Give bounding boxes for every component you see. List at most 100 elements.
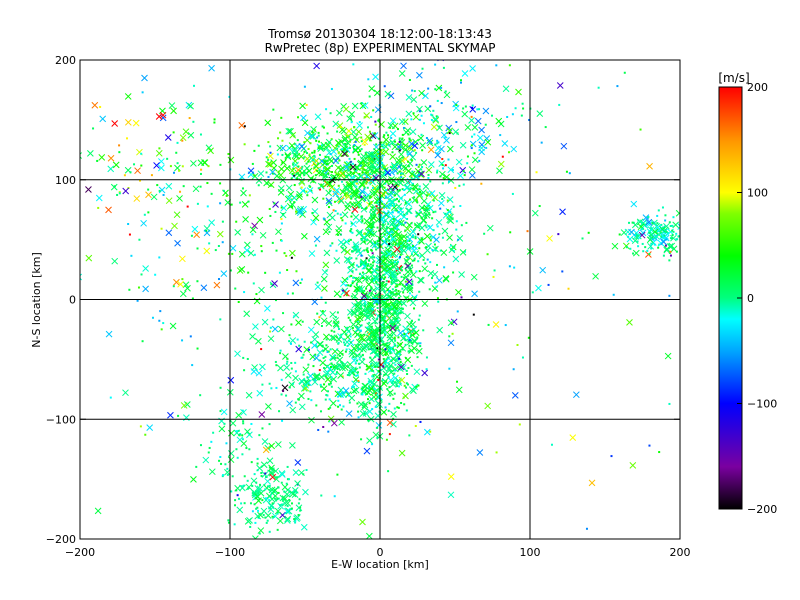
data-point-dot bbox=[362, 357, 365, 360]
data-point-x bbox=[406, 221, 413, 229]
data-point-dot bbox=[618, 233, 621, 236]
data-point-dot bbox=[377, 370, 380, 373]
data-point-dot bbox=[363, 143, 366, 146]
data-point-dot bbox=[348, 275, 351, 278]
data-point-dot bbox=[275, 249, 278, 252]
data-point-dot bbox=[386, 342, 389, 345]
data-point-x bbox=[269, 168, 276, 176]
data-point-dot bbox=[360, 307, 363, 310]
data-point-dot bbox=[377, 213, 380, 216]
data-point-x bbox=[94, 507, 102, 515]
data-point-dot bbox=[372, 369, 375, 372]
data-point-x bbox=[406, 284, 414, 291]
data-point-dot bbox=[341, 190, 344, 193]
data-point-dot bbox=[360, 148, 363, 151]
data-point-dot bbox=[664, 214, 667, 217]
data-point-dot bbox=[242, 484, 245, 487]
data-point-dot bbox=[368, 402, 371, 405]
data-point-x bbox=[385, 230, 393, 237]
data-point-dot bbox=[280, 481, 283, 484]
data-point-x bbox=[277, 189, 285, 196]
data-point-x bbox=[124, 118, 132, 126]
data-point-dot bbox=[222, 189, 225, 192]
data-point-dot bbox=[612, 293, 615, 296]
data-point-dot bbox=[439, 249, 442, 252]
data-point-x bbox=[176, 195, 183, 202]
data-point-x bbox=[647, 226, 655, 233]
data-point-dot bbox=[366, 247, 369, 250]
data-point-dot bbox=[514, 107, 517, 110]
data-point-x bbox=[309, 156, 317, 164]
data-point-x bbox=[653, 233, 661, 240]
data-point-x bbox=[227, 450, 235, 457]
data-point-dot bbox=[128, 233, 131, 236]
data-point-dot bbox=[473, 133, 476, 136]
data-point-x bbox=[246, 431, 253, 439]
data-point-dot bbox=[393, 337, 396, 340]
data-point-dot bbox=[394, 311, 397, 314]
data-point-dot bbox=[286, 360, 289, 363]
data-point-x bbox=[150, 193, 158, 201]
data-point-dot bbox=[397, 406, 400, 409]
data-point-dot bbox=[480, 182, 483, 185]
data-point-x bbox=[663, 222, 670, 230]
data-point-x bbox=[398, 376, 406, 384]
data-point-dot bbox=[243, 369, 246, 372]
data-point-x bbox=[393, 245, 401, 253]
data-point-x bbox=[348, 261, 355, 269]
data-point-x bbox=[396, 341, 404, 349]
data-point-x bbox=[133, 195, 141, 202]
data-point-dot bbox=[403, 384, 406, 387]
data-point-dot bbox=[219, 202, 222, 205]
data-point-dot bbox=[324, 375, 327, 378]
data-point-dot bbox=[414, 425, 417, 428]
data-point-x bbox=[389, 235, 397, 243]
data-point-dot bbox=[172, 171, 175, 174]
data-point-dot bbox=[675, 250, 678, 253]
data-point-dot bbox=[383, 85, 386, 88]
data-point-dot bbox=[662, 226, 665, 229]
data-point-dot bbox=[431, 248, 434, 251]
data-point-dot bbox=[280, 116, 283, 119]
data-point-dot bbox=[429, 239, 432, 242]
data-point-x bbox=[409, 228, 417, 236]
data-point-x bbox=[391, 162, 398, 170]
data-point-dot bbox=[352, 63, 355, 66]
data-point-dot bbox=[379, 148, 382, 151]
data-point-x bbox=[468, 116, 475, 124]
data-point-dot bbox=[357, 416, 360, 419]
data-point-dot bbox=[178, 169, 181, 172]
data-point-dot bbox=[341, 362, 344, 365]
data-point-x bbox=[397, 234, 405, 242]
data-point-x bbox=[374, 285, 381, 292]
data-point-dot bbox=[193, 84, 196, 87]
data-point-dot bbox=[413, 90, 416, 93]
data-point-dot bbox=[257, 144, 260, 147]
data-point-dot bbox=[287, 156, 290, 159]
data-point-x bbox=[393, 224, 401, 231]
data-point-x bbox=[631, 237, 639, 245]
data-point-dot bbox=[373, 279, 376, 282]
data-point-dot bbox=[290, 367, 293, 370]
data-point-dot bbox=[557, 233, 560, 236]
data-point-dot bbox=[359, 164, 362, 167]
data-point-dot bbox=[370, 248, 373, 251]
data-point-dot bbox=[109, 396, 112, 399]
data-point-dot bbox=[495, 64, 498, 67]
data-point-dot bbox=[199, 133, 202, 136]
data-point-x bbox=[179, 255, 186, 263]
data-point-x bbox=[362, 275, 369, 282]
data-point-dot bbox=[368, 259, 371, 262]
data-point-x bbox=[342, 105, 350, 113]
data-point-dot bbox=[395, 284, 398, 287]
data-point-dot bbox=[355, 374, 358, 377]
data-point-x bbox=[692, 236, 698, 242]
data-point-dot bbox=[362, 267, 365, 270]
data-point-dot bbox=[355, 180, 358, 183]
data-point-dot bbox=[434, 63, 437, 66]
data-point-dot bbox=[417, 233, 420, 236]
data-point-dot bbox=[471, 135, 474, 138]
data-point-x bbox=[423, 428, 431, 436]
data-point-x bbox=[334, 164, 342, 172]
data-point-x bbox=[361, 382, 369, 390]
